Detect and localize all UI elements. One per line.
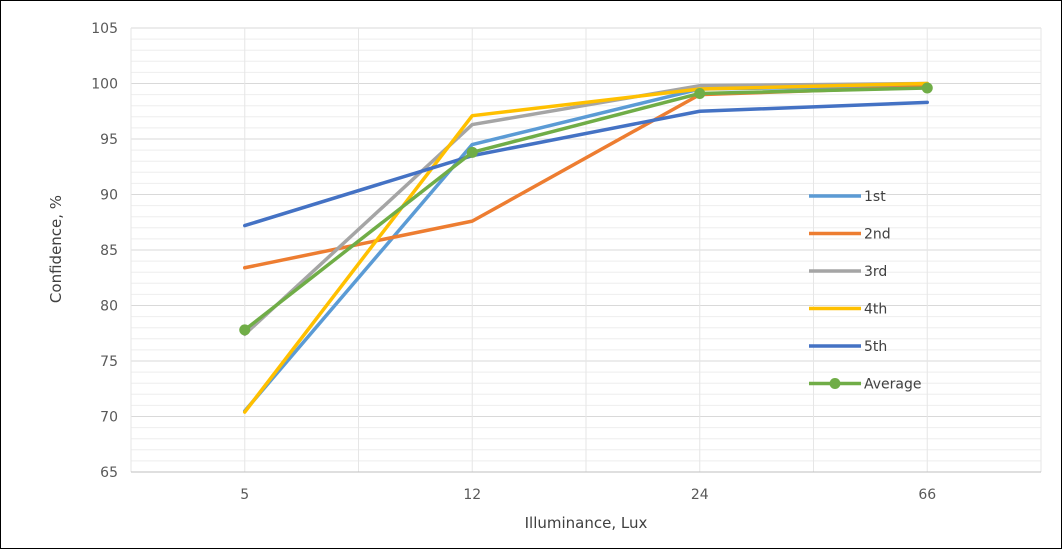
y-tick-label: 90 <box>100 188 118 204</box>
legend-marker <box>829 378 841 389</box>
y-tick-label: 105 <box>91 21 118 37</box>
x-tick-label: 5 <box>240 487 249 503</box>
y-tick-label: 100 <box>91 77 118 93</box>
grid-lines <box>130 27 1042 473</box>
x-tick-label: 12 <box>463 487 481 503</box>
data-point-average <box>694 87 706 99</box>
data-point-average <box>466 146 478 158</box>
legend-label: 4th <box>864 302 887 318</box>
y-tick-label: 85 <box>100 243 118 259</box>
legend-label: 3rd <box>864 264 887 280</box>
data-point-average <box>921 82 933 94</box>
legend: 1st 2nd 3rd 4th 5th Average <box>809 189 922 393</box>
x-tick-labels: 5 12 24 66 <box>240 487 936 503</box>
legend-label: Average <box>864 377 922 393</box>
legend-label: 2nd <box>864 227 891 243</box>
y-tick-label: 95 <box>100 132 118 148</box>
y-tick-label: 80 <box>100 299 118 315</box>
series-lines <box>239 81 933 414</box>
y-tick-label: 70 <box>100 410 118 426</box>
x-axis-title: Illuminance, Lux <box>525 514 648 532</box>
series-line-average <box>243 86 929 332</box>
x-tick-label: 24 <box>691 487 709 503</box>
legend-label: 5th <box>864 339 887 355</box>
y-tick-label: 65 <box>100 465 118 481</box>
y-axis-title: Confidence, % <box>47 195 65 303</box>
y-tick-label: 75 <box>100 354 118 370</box>
y-tick-labels: 65 70 75 80 85 90 95 100 105 <box>91 21 118 481</box>
legend-label: 1st <box>864 189 886 205</box>
data-point-average <box>239 324 251 336</box>
series-line-5th <box>243 100 929 228</box>
series-line-4th <box>243 81 929 414</box>
x-tick-label: 66 <box>918 487 936 503</box>
